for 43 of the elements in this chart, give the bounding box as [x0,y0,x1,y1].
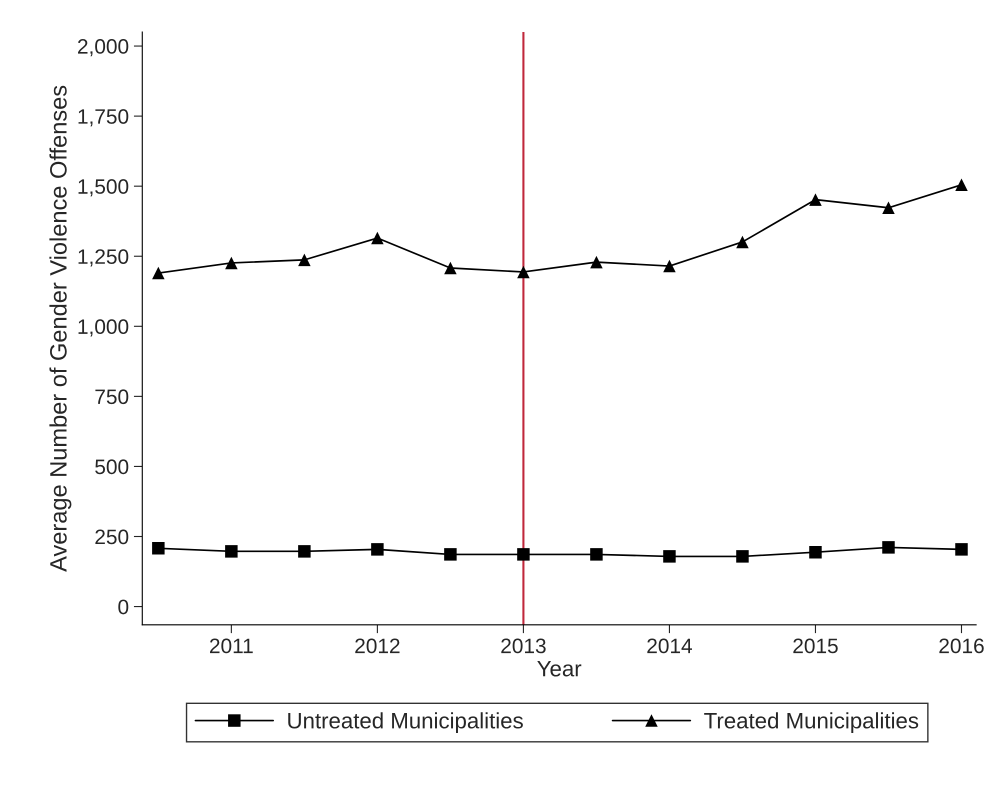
y-tick-label: 250 [95,530,128,544]
x-tick-label: 2014 [647,638,692,654]
x-tick-label: 2015 [793,638,838,654]
point [663,550,676,563]
point [152,266,165,280]
y-tick-label: 1,750 [78,109,128,126]
point [371,232,384,244]
x-tick-label: 2013 [501,638,546,654]
point [225,545,238,558]
y-tick-label: 750 [95,389,128,404]
point [298,545,311,558]
x-tick-label: 2011 [210,638,253,654]
y-tick-label: 500 [95,459,128,474]
point [517,548,530,561]
x-axis-title: Year [537,660,582,676]
y-tick-label: 0 [118,600,128,614]
point [736,236,749,248]
y-axis-title: Average Number of Gender Violence Offenses [49,86,72,572]
point [444,548,457,561]
point [371,543,384,556]
x-tick-label: 2016 [939,638,984,654]
y-tick-label: 1,250 [78,249,128,266]
point [955,543,968,556]
point [517,266,530,278]
x-tick-label: 2012 [355,638,400,654]
point [152,542,165,555]
point [298,254,311,266]
point [809,546,822,558]
point [882,202,895,214]
point [225,256,238,270]
point [809,193,822,206]
point [663,260,676,272]
point [736,550,749,563]
y-tick-label: 1,000 [78,319,128,337]
point [955,178,968,192]
point [590,548,603,561]
point [444,262,457,274]
y-tick-label: 1,500 [78,179,128,196]
y-tick-label: 2,000 [78,39,128,56]
legend-label: Treated Municipalities [704,712,918,733]
legend-label: Untreated Municipalities [288,712,523,733]
point [590,256,603,268]
point [882,541,895,554]
